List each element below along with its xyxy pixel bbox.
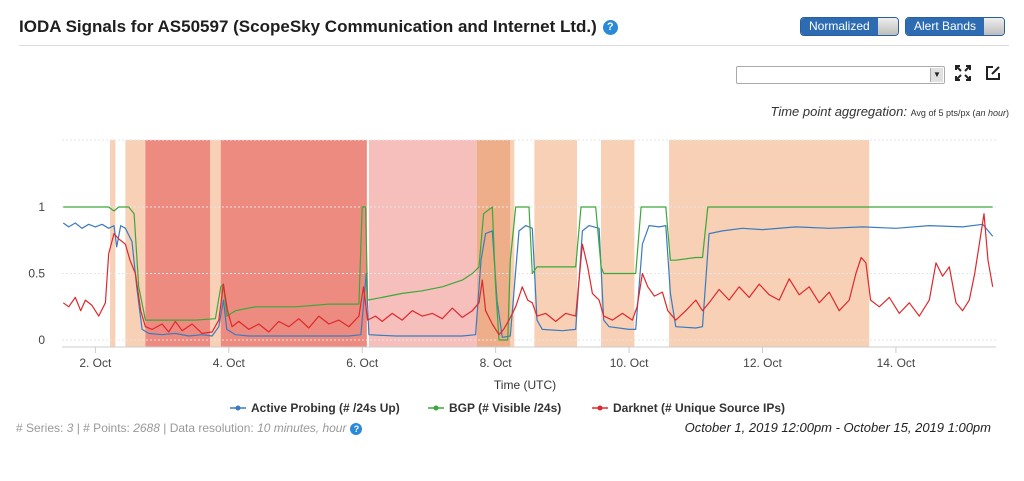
grid: [62, 139, 996, 348]
header-divider: [19, 45, 1009, 46]
alert-band: [534, 140, 578, 347]
x-axis-label: Time (UTC): [494, 378, 556, 392]
points-count: 2688: [133, 421, 160, 435]
alert-band: [145, 140, 211, 347]
legend-marker: [433, 405, 439, 411]
expand-icon[interactable]: [954, 64, 972, 82]
alert-band: [601, 140, 635, 347]
legend-marker: [235, 405, 241, 411]
aggregation-label: Time point aggregation:: [770, 104, 907, 119]
x-tick-label: 8. Oct: [480, 356, 513, 370]
legend-marker: [597, 405, 603, 411]
series-select[interactable]: ▼: [736, 66, 945, 84]
x-tick-label: 10. Oct: [610, 356, 649, 370]
x-tick-label: 14. Oct: [877, 356, 916, 370]
normalized-toggle-label: Normalized: [801, 18, 878, 35]
alert-bands-toggle-label: Alert Bands: [906, 18, 985, 35]
points-count-label: | # Points:: [73, 421, 134, 435]
alert-band: [368, 140, 477, 347]
alert-band: [110, 140, 116, 347]
edit-icon[interactable]: [984, 64, 1002, 82]
aggregation-info: Time point aggregation: Avg of 5 pts/px …: [771, 104, 1010, 119]
y-tick-label: 0.5: [28, 267, 45, 281]
resolution-value: 10 minutes, hour: [257, 421, 347, 435]
legend-label: Darknet (# Unique Source IPs): [613, 401, 785, 415]
y-tick-label: 0: [38, 333, 45, 347]
series-lines: [62, 206, 994, 341]
series-count-label: # Series:: [16, 421, 67, 435]
aggregation-value-prefix: Avg of 5 pts/px (: [910, 108, 976, 118]
resolution-label: | Data resolution:: [159, 421, 258, 435]
x-tick-label: 2. Oct: [79, 356, 112, 370]
aggregation-value: Avg of 5 pts/px (an hour): [911, 108, 1009, 118]
toggle-knob: [984, 18, 1005, 35]
date-range: October 1, 2019 12:00pm - October 15, 20…: [684, 420, 991, 435]
alert-bands: [110, 140, 870, 347]
y-tick-label: 1: [38, 200, 45, 214]
toggle-knob: [877, 18, 898, 35]
axis-ticks: 00.512. Oct 4. Oct 6. Oct 8. Oct 10. Oct 12. …: [28, 200, 916, 370]
help-icon[interactable]: ?: [602, 20, 618, 35]
series-line: [62, 213, 994, 336]
series-line: [63, 206, 993, 341]
aggregation-value-suffix: ): [1006, 108, 1009, 118]
normalized-toggle[interactable]: Normalized: [800, 17, 899, 36]
page-title-text: IODA Signals for AS50597 (ScopeSky Commu…: [19, 17, 597, 36]
alert-band: [669, 140, 870, 347]
aggregation-value-unit: an hour: [975, 108, 1006, 118]
legend: Active Probing (# /24s Up) BGP (# Visible…: [230, 401, 785, 415]
series-count: 3: [66, 421, 74, 435]
help-icon[interactable]: ?: [350, 423, 363, 435]
chevron-down-icon: ▼: [930, 68, 943, 82]
series-info: # Series: 3 | # Points: 2688 | Data reso…: [16, 421, 363, 435]
page-title: IODA Signals for AS50597 (ScopeSky Commu…: [19, 17, 618, 37]
x-tick-label: 12. Oct: [743, 356, 782, 370]
x-tick-label: 6. Oct: [346, 356, 379, 370]
alert-bands-toggle[interactable]: Alert Bands: [905, 17, 1006, 36]
alert-band: [220, 140, 367, 347]
legend-label: Active Probing (# /24s Up): [251, 401, 400, 415]
x-tick-label: 4. Oct: [213, 356, 246, 370]
header: IODA Signals for AS50597 (ScopeSky Commu…: [0, 0, 1024, 46]
legend-label: BGP (# Visible /24s): [449, 401, 561, 415]
alert-band: [210, 140, 221, 347]
